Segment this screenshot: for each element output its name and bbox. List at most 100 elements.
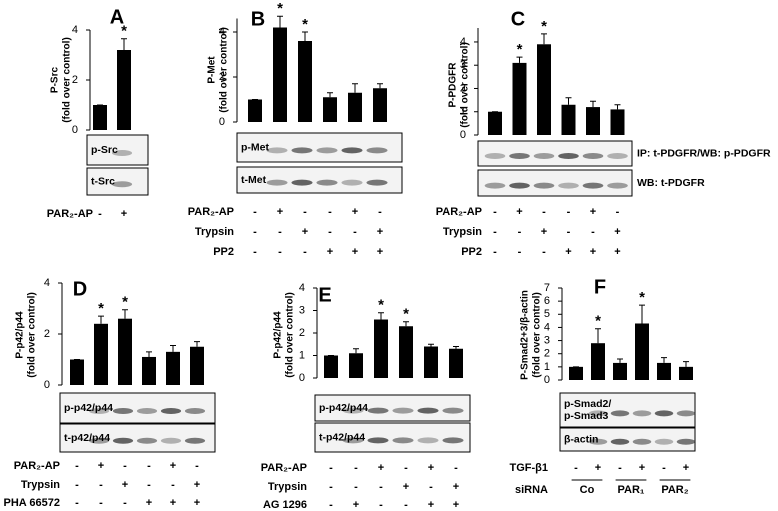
row-sign: -: [278, 246, 282, 258]
y-tick-label: 4: [460, 36, 466, 48]
row-label: PHA 66572: [4, 497, 60, 509]
bar: [70, 359, 84, 385]
error-bar: [595, 328, 601, 344]
row-sign: -: [303, 206, 307, 218]
blot-band: [136, 437, 158, 444]
row-sign: +: [378, 462, 384, 474]
blot-band: [291, 179, 313, 186]
error-bar: [352, 83, 358, 93]
y-tick-label: 1: [544, 361, 550, 373]
row-sign: -: [574, 462, 578, 474]
y-axis-label: (fold over control): [532, 292, 543, 378]
blot-band: [676, 438, 696, 445]
blot-band: [607, 153, 628, 159]
row-sign: -: [253, 206, 257, 218]
blot-band: [266, 179, 288, 186]
row-sign: +: [403, 481, 409, 493]
blot-band: [442, 407, 464, 414]
row-label: PAR₂-AP: [436, 206, 482, 218]
error-bar: [194, 341, 200, 347]
blot-band: [184, 408, 206, 414]
blot-band: [582, 153, 604, 159]
row-sign: +: [327, 246, 333, 258]
row-sign: +: [377, 226, 383, 238]
blot-band: [342, 407, 364, 414]
row-sign: -: [662, 462, 666, 474]
blot-band: [533, 182, 555, 189]
row-sign: -: [542, 246, 546, 258]
blot-band: [610, 410, 630, 417]
row-sign: -: [353, 226, 357, 238]
row-sign: -: [518, 226, 522, 238]
blot: [314, 422, 471, 453]
row-label: Trypsin: [195, 226, 234, 238]
y-tick-label: 6: [544, 295, 550, 307]
bar: [93, 105, 107, 130]
y-tick-label: 0: [460, 129, 466, 141]
y-tick-label: 0: [72, 124, 78, 136]
bar: [118, 318, 132, 385]
significance: *: [541, 18, 547, 35]
row-sign: +: [541, 226, 547, 238]
row-sign: -: [404, 462, 408, 474]
bar: [613, 362, 627, 380]
row-sign: +: [353, 499, 359, 511]
y-tick-label: 0: [544, 374, 550, 386]
panel-letter: D: [73, 278, 87, 300]
bar: [512, 62, 527, 135]
blot-band: [484, 153, 506, 159]
row-sign: -: [195, 460, 199, 472]
row-sign: +: [121, 208, 127, 220]
row-sign: -: [354, 462, 358, 474]
bar: [488, 111, 502, 135]
bar: [399, 326, 413, 378]
blot-band: [184, 437, 206, 444]
blot-band: [558, 182, 579, 189]
significance: *: [302, 16, 308, 33]
blot-band: [367, 437, 389, 444]
significance: *: [595, 313, 601, 330]
error-bar: [683, 361, 689, 367]
blot-band: [316, 147, 338, 154]
y-tick-label: 3: [299, 304, 305, 316]
bar: [373, 88, 387, 122]
blot: [59, 392, 216, 424]
row-sign: -: [253, 226, 257, 238]
bar: [117, 50, 131, 130]
blot-label: p-Met: [241, 141, 269, 153]
y-axis-label: P-Met: [207, 56, 218, 84]
error-bar: [614, 104, 621, 110]
blot-band: [366, 179, 388, 186]
row-sign: -: [567, 226, 571, 238]
row-label: siRNA: [515, 484, 548, 496]
row-sign: -: [378, 206, 382, 218]
y-tick-label: 2: [460, 82, 466, 94]
row-sign: +: [98, 460, 104, 472]
group-label: PAR₂: [661, 484, 688, 496]
row-label: PAR₂-AP: [261, 462, 307, 474]
y-tick-label: 1: [460, 106, 466, 118]
row-label: TGF-β1: [510, 462, 549, 474]
bar: [449, 348, 463, 378]
row-sign: +: [590, 206, 596, 218]
blot: [477, 169, 633, 197]
row-sign: -: [328, 206, 332, 218]
y-axis-label: P-PDGFR: [448, 62, 459, 108]
row-sign: -: [123, 460, 127, 472]
y-tick-label: 4: [219, 26, 225, 38]
bar: [591, 343, 605, 380]
significance: *: [98, 300, 104, 317]
panel-letter: E: [318, 284, 331, 306]
error-bar: [661, 357, 667, 363]
y-tick-label: 3: [544, 334, 550, 346]
bar: [94, 323, 108, 385]
significance: *: [378, 297, 384, 314]
bar: [537, 44, 551, 135]
row-sign: +: [146, 497, 152, 509]
bar: [349, 353, 363, 378]
blot-label: t-p42/p44: [319, 431, 365, 443]
y-axis-label: (fold over control): [285, 292, 296, 378]
row-label: Trypsin: [21, 479, 60, 491]
blot-band: [341, 179, 363, 186]
